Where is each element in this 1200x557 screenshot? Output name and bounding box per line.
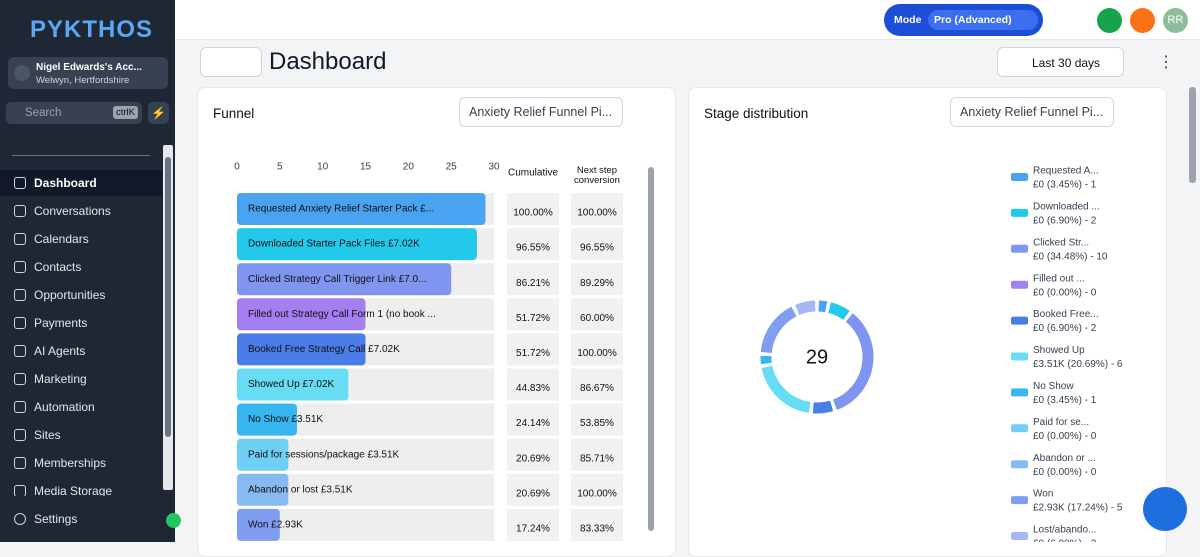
chat-widget[interactable] bbox=[1143, 487, 1187, 531]
donut-segment bbox=[797, 306, 815, 310]
cumulative: 17.24% bbox=[516, 524, 550, 535]
legend-label: No Show bbox=[1033, 381, 1074, 392]
legend-swatch bbox=[1011, 281, 1028, 289]
next-step: 100.00% bbox=[577, 348, 617, 359]
legend-value: £0 (6.90%) - 2 bbox=[1033, 323, 1097, 334]
legend-label: Won bbox=[1033, 489, 1053, 500]
next-step: 83.33% bbox=[580, 524, 614, 535]
legend-swatch bbox=[1011, 209, 1028, 217]
legend-swatch bbox=[1011, 532, 1028, 540]
next-step: 100.00% bbox=[577, 488, 617, 499]
legend-value: £2.93K (17.24%) - 5 bbox=[1033, 503, 1123, 514]
cumulative: 51.72% bbox=[516, 313, 550, 324]
column-header: Next step conversion bbox=[566, 166, 628, 186]
legend-swatch bbox=[1011, 317, 1028, 325]
bar-label: Clicked Strategy Call Trigger Link £7.0.… bbox=[248, 274, 426, 285]
legend-swatch bbox=[1011, 388, 1028, 396]
bar-label: Downloaded Starter Pack Files £7.02K bbox=[248, 239, 420, 250]
column-header-wrap: Next step conversion bbox=[566, 166, 628, 192]
charts: 0 5 10 15 20 25 30 Cumulative Next step conversi… bbox=[0, 0, 1200, 542]
legend-label: Lost/abando... bbox=[1033, 525, 1096, 536]
bar-label: Abandon or lost £3.51K bbox=[248, 484, 353, 495]
x-tick-label: 0 bbox=[234, 162, 240, 173]
column-header: Cumulative bbox=[508, 168, 558, 179]
legend-value: £0 (34.48%) - 10 bbox=[1033, 251, 1108, 262]
bar-label: Paid for sessions/package £3.51K bbox=[248, 449, 400, 460]
next-step: 100.00% bbox=[577, 208, 617, 219]
legend-value: £0 (3.45%) - 1 bbox=[1033, 395, 1097, 406]
legend-label: Paid for se... bbox=[1033, 417, 1089, 428]
page-scrollbar[interactable] bbox=[1188, 85, 1197, 542]
legend-swatch bbox=[1011, 353, 1028, 361]
x-tick-label: 20 bbox=[403, 162, 415, 173]
donut-segment bbox=[819, 306, 826, 307]
next-step: 85.71% bbox=[580, 453, 614, 464]
next-step: 60.00% bbox=[580, 313, 614, 324]
donut-segment bbox=[835, 318, 868, 405]
next-step: 89.29% bbox=[580, 278, 614, 289]
bar-label: Booked Free Strategy Call £7.02K bbox=[248, 344, 400, 355]
legend-label: Downloaded ... bbox=[1033, 202, 1100, 213]
donut-segment bbox=[766, 311, 794, 352]
scroll-thumb[interactable] bbox=[1189, 87, 1196, 183]
donut-segment bbox=[813, 406, 831, 408]
cumulative: 44.83% bbox=[516, 383, 550, 394]
next-step: 53.85% bbox=[580, 418, 614, 429]
bar-label: Requested Anxiety Relief Starter Pack £.… bbox=[248, 204, 434, 215]
legend-swatch bbox=[1011, 245, 1028, 253]
cumulative: 100.00% bbox=[513, 208, 553, 219]
cumulative: 51.72% bbox=[516, 348, 550, 359]
bar-label: Won £2.93K bbox=[248, 520, 303, 531]
legend-value: £0 (0.00%) - 0 bbox=[1033, 431, 1097, 442]
legend-swatch bbox=[1011, 173, 1028, 181]
next-step: 86.67% bbox=[580, 383, 614, 394]
legend-value: £0 (0.00%) - 0 bbox=[1033, 467, 1097, 478]
legend-swatch bbox=[1011, 496, 1028, 504]
legend-value: £3.51K (20.69%) - 6 bbox=[1033, 359, 1123, 370]
legend-swatch bbox=[1011, 424, 1028, 432]
bar-label: Showed Up £7.02K bbox=[248, 379, 335, 390]
cumulative: 86.21% bbox=[516, 278, 550, 289]
legend-swatch bbox=[1011, 460, 1028, 468]
legend-value: £0 (0.00%) - 0 bbox=[1033, 287, 1097, 298]
scrollbar bbox=[648, 167, 654, 531]
legend-label: Showed Up bbox=[1033, 345, 1085, 356]
legend-label: Filled out ... bbox=[1033, 273, 1085, 284]
donut-total: 29 bbox=[806, 346, 828, 368]
x-tick-label: 25 bbox=[446, 162, 458, 173]
cumulative: 24.14% bbox=[516, 418, 550, 429]
legend-value: £0 (3.45%) - 1 bbox=[1033, 180, 1097, 191]
legend-value: £0 (6.90%) - 2 bbox=[1033, 539, 1097, 542]
page: {"sidebar":{"logo":"PYKTHOS","account":{… bbox=[0, 0, 1200, 542]
cumulative: 20.69% bbox=[516, 488, 550, 499]
x-tick-label: 15 bbox=[360, 162, 372, 173]
x-tick-label: 5 bbox=[277, 162, 283, 173]
legend-value: £0 (6.90%) - 2 bbox=[1033, 216, 1097, 227]
cumulative: 96.55% bbox=[516, 243, 550, 254]
legend-label: Abandon or ... bbox=[1033, 453, 1096, 464]
next-step: 96.55% bbox=[580, 243, 614, 254]
x-tick-label: 30 bbox=[488, 162, 500, 173]
bar-label: Filled out Strategy Call Form 1 (no book… bbox=[248, 309, 436, 320]
cumulative: 20.69% bbox=[516, 453, 550, 464]
bar-label: No Show £3.51K bbox=[248, 414, 323, 425]
legend-label: Requested A... bbox=[1033, 166, 1099, 177]
x-tick-label: 10 bbox=[317, 162, 329, 173]
legend-label: Clicked Str... bbox=[1033, 237, 1089, 248]
legend-label: Booked Free... bbox=[1033, 309, 1099, 320]
donut-segment bbox=[767, 367, 810, 407]
donut-segment bbox=[830, 308, 847, 316]
